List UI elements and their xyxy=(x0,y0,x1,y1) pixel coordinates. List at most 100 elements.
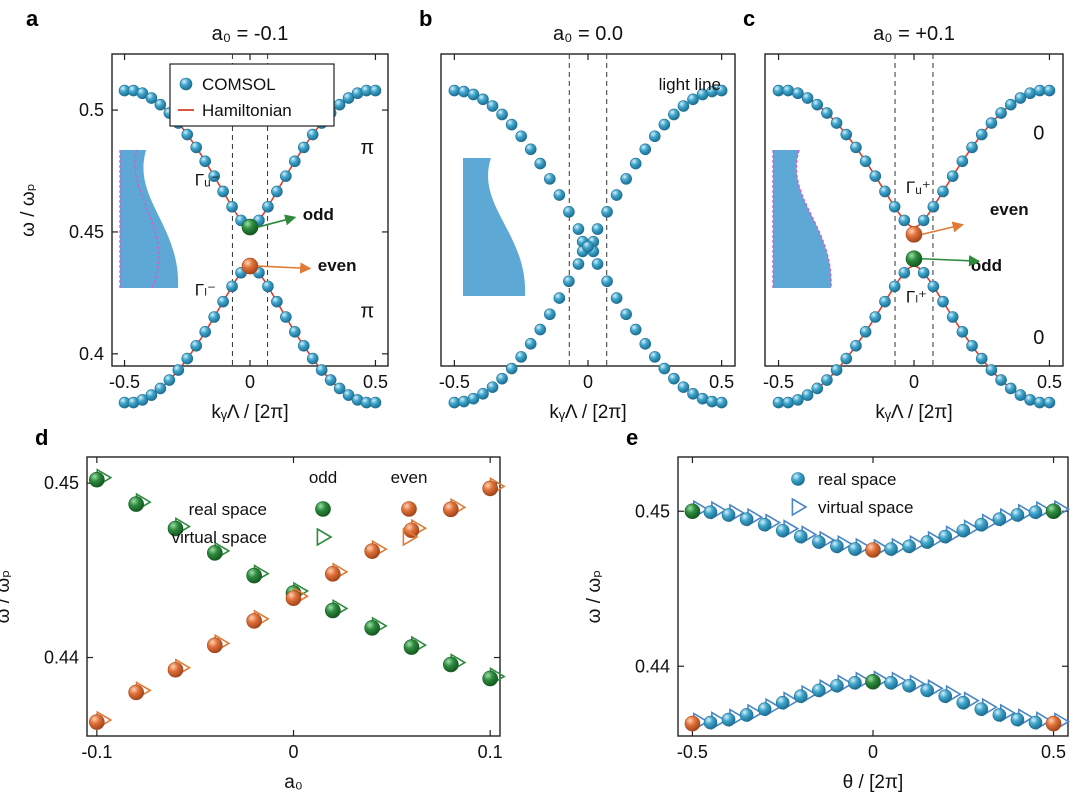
real-space-point xyxy=(1028,715,1043,730)
real-space-point xyxy=(974,517,989,532)
annotation-arrow xyxy=(257,262,312,274)
panel-letter: a xyxy=(26,6,39,31)
real-space-point xyxy=(902,678,916,693)
real-space-odd xyxy=(207,545,223,561)
comsol-point xyxy=(966,141,978,154)
real-space-point xyxy=(684,715,701,732)
comsol-point xyxy=(208,170,220,182)
real-space-odd xyxy=(128,496,144,512)
x-axis-label: θ / [2π] xyxy=(843,772,904,793)
real-space-even xyxy=(443,501,459,518)
comsol-point xyxy=(315,364,328,376)
comsol-point xyxy=(1014,92,1027,104)
comsol-point xyxy=(1043,396,1056,409)
real-space-even xyxy=(89,714,105,730)
real-space-even xyxy=(364,543,380,559)
comsol-point xyxy=(1033,84,1046,97)
annotation-label: π xyxy=(360,300,374,322)
comsol-point xyxy=(145,389,158,401)
real-space-point xyxy=(703,715,718,730)
comsol-point xyxy=(280,170,292,182)
x-axis-label: kᵧΛ / [2π] xyxy=(549,402,626,423)
x-axis-label: kᵧΛ / [2π] xyxy=(211,402,288,423)
light-line-label: light line xyxy=(659,75,721,94)
comsol-point xyxy=(172,364,185,376)
comsol-point xyxy=(966,339,978,352)
x-tick-label: 0 xyxy=(245,372,255,392)
y-axis-label: ω / ωₚ xyxy=(584,570,605,624)
real-space-point xyxy=(920,535,934,549)
mode-profile-dashed xyxy=(134,149,160,289)
y-tick-label: 0.45 xyxy=(635,501,670,521)
real-space-point xyxy=(992,708,1007,722)
comsol-point xyxy=(830,364,843,376)
comsol-point xyxy=(226,280,238,293)
gamma-point-green xyxy=(241,218,259,236)
y-tick-label: 0.4 xyxy=(79,344,104,364)
comsol-point xyxy=(610,292,623,304)
comsol-point xyxy=(658,362,671,375)
legend-row-label: real space xyxy=(189,500,267,519)
comsol-point xyxy=(639,143,652,156)
comsol-point xyxy=(840,128,853,141)
panel-c: -0.5 0 0.5 c kᵧΛ / [2π] a₀ = +0.1 0 0 Γᵤ⁺ Γₗ⁺ even… xyxy=(743,6,1064,423)
comsol-point xyxy=(572,223,585,235)
comsol-point xyxy=(496,108,508,121)
real-space-point xyxy=(884,675,898,690)
panel-letter: b xyxy=(419,6,432,31)
real-space-even xyxy=(128,684,144,701)
legend-row-label: virtual space xyxy=(172,528,267,547)
comsol-point xyxy=(563,275,575,288)
real-space-point xyxy=(938,529,953,544)
comsol-point xyxy=(649,130,661,143)
x-tick-label: 0 xyxy=(583,372,593,392)
comsol-point xyxy=(145,92,158,104)
comsol-point xyxy=(262,280,274,293)
annotation-arrow xyxy=(257,214,297,228)
real-space-point xyxy=(793,689,808,704)
real-space-even xyxy=(167,661,184,678)
comsol-point xyxy=(850,339,862,352)
real-space-odd xyxy=(89,471,105,488)
real-space-point xyxy=(848,675,862,690)
mode-profile-dashed xyxy=(795,149,832,289)
real-space-point xyxy=(684,503,701,520)
comsol-point xyxy=(715,396,728,409)
comsol-point xyxy=(821,374,833,386)
comsol-point xyxy=(869,170,882,182)
comsol-point xyxy=(591,223,604,235)
gamma-point-orange xyxy=(905,226,923,243)
real-space-odd xyxy=(443,656,459,673)
comsol-point xyxy=(163,374,176,386)
x-tick-label: 0.5 xyxy=(1037,372,1062,392)
real-space-even xyxy=(246,613,262,629)
comsol-point xyxy=(342,92,355,104)
y-axis-label: ω / ωₚ xyxy=(0,570,14,624)
comsol-point xyxy=(572,258,585,270)
annotation-arrow xyxy=(921,221,964,236)
real-space-point xyxy=(830,539,844,554)
panel-title: a₀ = -0.1 xyxy=(212,23,289,45)
comsol-point xyxy=(649,351,661,363)
gamma-point-orange xyxy=(241,257,259,275)
real-space-point xyxy=(739,512,754,527)
comsol-point xyxy=(687,93,699,106)
comsol-point xyxy=(181,352,194,365)
comsol-point xyxy=(226,200,238,213)
comsol-point xyxy=(668,372,680,385)
comsol-point xyxy=(486,100,499,112)
comsol-point xyxy=(821,107,833,119)
comsol-point xyxy=(917,214,930,227)
legend-label: virtual space xyxy=(818,498,913,517)
x-tick-label: -0.5 xyxy=(109,372,140,392)
real-space-point xyxy=(865,673,881,690)
x-tick-label: 0.1 xyxy=(478,742,503,762)
real-space-point xyxy=(1010,508,1025,522)
legend-marker-ball xyxy=(315,501,331,517)
comsol-point xyxy=(199,155,211,168)
annotation-label: 0 xyxy=(1033,122,1044,144)
real-space-point xyxy=(793,529,808,544)
comsol-point xyxy=(496,372,508,385)
comsol-point xyxy=(217,185,229,198)
comsol-point xyxy=(859,155,872,168)
